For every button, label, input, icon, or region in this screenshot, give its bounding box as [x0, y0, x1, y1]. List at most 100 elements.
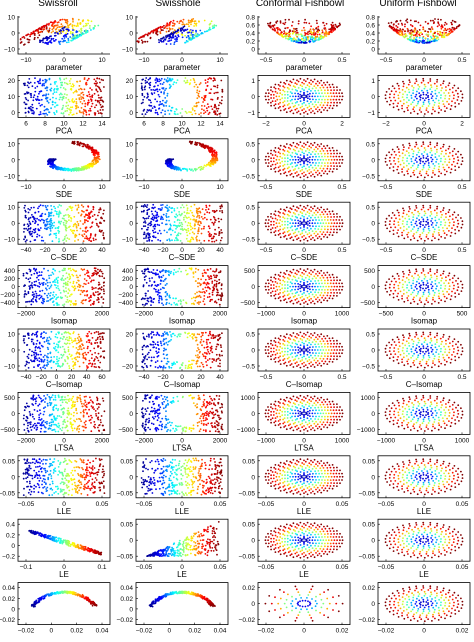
- data-point: [64, 214, 67, 216]
- data-point: [434, 173, 436, 176]
- data-point: [274, 227, 277, 229]
- data-point: [425, 107, 428, 109]
- data-point: [283, 23, 286, 26]
- data-point: [181, 168, 184, 170]
- data-point: [305, 221, 307, 224]
- data-point: [287, 26, 289, 29]
- data-point: [425, 157, 428, 160]
- data-point: [155, 29, 157, 32]
- data-point: [301, 88, 304, 90]
- data-point: [285, 174, 288, 177]
- data-point: [439, 97, 442, 99]
- data-point: [208, 149, 211, 152]
- data-point: [431, 95, 434, 97]
- data-point: [220, 237, 223, 239]
- data-point: [291, 151, 294, 154]
- x-tick-label: 0: [62, 57, 66, 64]
- data-point: [95, 149, 97, 152]
- data-point: [174, 216, 177, 219]
- data-point: [83, 100, 86, 102]
- data-point: [215, 106, 217, 108]
- data-point: [76, 209, 78, 211]
- data-point: [428, 102, 431, 105]
- data-point: [281, 97, 284, 99]
- data-point: [286, 97, 289, 99]
- data-point: [88, 162, 91, 165]
- data-point: [413, 31, 416, 33]
- data-point: [311, 151, 314, 153]
- data-point: [23, 231, 25, 233]
- data-point: [331, 21, 334, 24]
- data-point: [70, 88, 73, 91]
- data-point: [270, 101, 272, 104]
- data-point: [156, 219, 159, 222]
- data-point: [324, 152, 326, 155]
- data-point: [393, 156, 396, 159]
- data-point: [313, 30, 315, 33]
- data-point: [189, 20, 192, 22]
- data-point: [304, 104, 307, 107]
- data-point: [156, 111, 159, 114]
- data-point: [68, 219, 70, 222]
- data-point: [443, 33, 446, 36]
- data-point: [61, 18, 64, 21]
- data-point: [281, 93, 284, 96]
- data-point: [336, 149, 338, 152]
- data-point: [169, 22, 171, 24]
- data-point: [279, 92, 282, 95]
- data-point: [145, 234, 148, 237]
- data-point: [61, 107, 64, 109]
- data-point: [434, 89, 437, 92]
- data-point: [154, 111, 157, 114]
- data-point: [283, 100, 286, 103]
- data-point: [324, 162, 326, 165]
- data-point: [183, 211, 186, 214]
- data-point: [75, 107, 78, 109]
- data-point: [287, 37, 289, 40]
- data-point: [43, 105, 46, 108]
- data-point: [181, 223, 184, 226]
- data-point: [270, 223, 272, 226]
- data-point: [297, 92, 299, 95]
- data-point: [274, 83, 277, 86]
- data-point: [171, 78, 174, 81]
- data-point: [441, 87, 443, 89]
- data-point: [148, 215, 150, 218]
- data-point: [417, 151, 420, 154]
- data-point: [161, 26, 164, 28]
- data-point: [289, 99, 292, 102]
- data-point: [103, 86, 105, 88]
- data-point: [317, 216, 320, 219]
- data-point: [405, 101, 408, 104]
- data-point: [43, 112, 46, 115]
- data-point: [417, 84, 419, 86]
- data-point: [291, 229, 294, 232]
- y-tick-label: 0: [371, 47, 375, 54]
- data-point: [430, 84, 432, 86]
- x-tick-label: −2: [262, 120, 270, 127]
- data-point: [197, 232, 199, 235]
- data-point: [164, 223, 167, 226]
- data-point: [102, 234, 105, 237]
- data-point: [430, 156, 432, 159]
- data-point: [191, 113, 194, 116]
- data-point: [73, 37, 75, 40]
- data-point: [72, 20, 74, 23]
- data-point: [207, 106, 210, 108]
- data-point: [82, 93, 85, 96]
- data-point: [61, 37, 64, 40]
- data-point: [438, 102, 441, 105]
- data-point: [99, 99, 102, 102]
- data-point: [161, 216, 164, 219]
- data-point: [386, 100, 388, 103]
- data-point: [289, 106, 292, 109]
- data-point: [97, 24, 100, 27]
- data-point: [296, 90, 298, 92]
- data-point: [398, 87, 400, 90]
- data-point: [333, 152, 335, 155]
- data-point: [27, 99, 29, 102]
- data-point: [44, 87, 47, 90]
- data-point: [442, 35, 445, 37]
- data-point: [140, 102, 143, 105]
- data-point: [38, 102, 40, 105]
